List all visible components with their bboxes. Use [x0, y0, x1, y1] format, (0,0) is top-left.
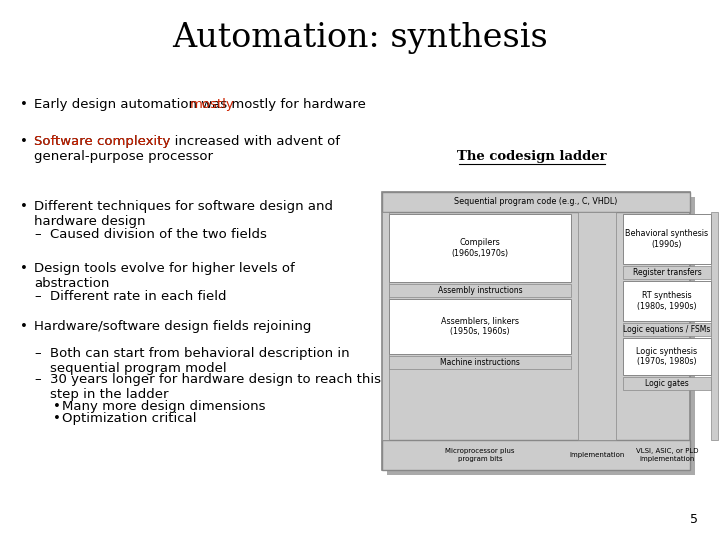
Text: •: • — [20, 200, 28, 213]
Text: The codesign ladder: The codesign ladder — [457, 150, 607, 163]
Text: RT synthesis
(1980s, 1990s): RT synthesis (1980s, 1990s) — [637, 291, 697, 310]
Text: –: – — [34, 290, 40, 303]
Text: Microprocessor plus
program bits: Microprocessor plus program bits — [445, 449, 515, 462]
Text: Automation: synthesis: Automation: synthesis — [172, 22, 548, 54]
Bar — [623, 266, 711, 279]
Text: Different techniques for software design and
hardware design: Different techniques for software design… — [34, 200, 333, 228]
Text: Many more design dimensions: Many more design dimensions — [62, 400, 266, 413]
Text: Register transfers: Register transfers — [633, 268, 701, 277]
Text: •: • — [20, 262, 28, 275]
Bar — [382, 192, 690, 470]
Bar — [382, 192, 690, 212]
Text: Machine instructions: Machine instructions — [440, 358, 520, 367]
Text: –: – — [34, 347, 40, 360]
Bar — [578, 212, 616, 440]
Text: Compilers
(1960s,1970s): Compilers (1960s,1970s) — [451, 238, 508, 258]
Bar — [389, 299, 571, 354]
Bar — [382, 212, 389, 440]
Text: Hardware/software design fields rejoining: Hardware/software design fields rejoinin… — [34, 320, 311, 333]
Text: Optimization critical: Optimization critical — [62, 412, 197, 425]
Text: •: • — [53, 400, 61, 413]
Text: Behavioral synthesis
(1990s): Behavioral synthesis (1990s) — [626, 230, 708, 249]
Text: •: • — [20, 135, 28, 148]
Text: Implementation: Implementation — [570, 452, 625, 458]
Text: Logic gates: Logic gates — [645, 379, 689, 388]
Text: –: – — [34, 373, 40, 386]
Text: Design tools evolve for higher levels of
abstraction: Design tools evolve for higher levels of… — [34, 262, 294, 290]
Text: •: • — [20, 98, 28, 111]
Bar — [389, 356, 571, 369]
Text: 30 years longer for hardware design to reach this
step in the ladder: 30 years longer for hardware design to r… — [50, 373, 381, 401]
Bar — [623, 338, 711, 375]
Bar — [623, 377, 711, 390]
Text: Caused division of the two fields: Caused division of the two fields — [50, 228, 267, 241]
Text: VLSI, ASIC, or PLD
implementation: VLSI, ASIC, or PLD implementation — [636, 449, 698, 462]
Text: –: – — [34, 228, 40, 241]
Bar — [623, 281, 711, 321]
Text: mostly: mostly — [189, 98, 234, 111]
Bar — [623, 323, 711, 336]
Text: Different rate in each field: Different rate in each field — [50, 290, 227, 303]
Text: Logic synthesis
(1970s, 1980s): Logic synthesis (1970s, 1980s) — [636, 347, 698, 366]
Text: •: • — [20, 320, 28, 333]
Text: Both can start from behavioral description in
sequential program model: Both can start from behavioral descripti… — [50, 347, 350, 375]
Text: Sequential program code (e.g., C, VHDL): Sequential program code (e.g., C, VHDL) — [454, 198, 618, 206]
Text: 5: 5 — [690, 513, 698, 526]
Bar — [389, 284, 571, 297]
Bar — [389, 214, 571, 282]
Text: Assemblers, linkers
(1950s, 1960s): Assemblers, linkers (1950s, 1960s) — [441, 317, 519, 336]
Bar — [382, 440, 690, 470]
Text: Software complexity: Software complexity — [34, 135, 171, 148]
Text: Software complexity increased with advent of
general-purpose processor: Software complexity increased with adven… — [34, 135, 340, 163]
Text: Assembly instructions: Assembly instructions — [438, 286, 522, 295]
Text: Logic equations / FSMs: Logic equations / FSMs — [624, 325, 711, 334]
Text: Early design automation was mostly for hardware: Early design automation was mostly for h… — [34, 98, 366, 111]
Bar — [623, 214, 711, 264]
Bar — [387, 197, 695, 475]
Text: •: • — [53, 412, 61, 425]
Bar — [711, 212, 718, 440]
